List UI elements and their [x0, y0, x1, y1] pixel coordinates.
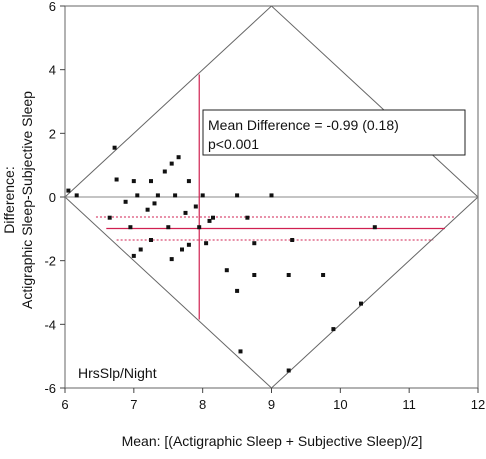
x-tick-label: 6 [61, 397, 68, 412]
axes: 6 7 8 9 10 11 12 -6 -4 -2 0 2 4 6 [44, 0, 485, 412]
y-tick-label: -6 [44, 381, 56, 396]
x-tick-label: 7 [130, 397, 137, 412]
data-points [66, 145, 377, 373]
y-tick-label: 4 [49, 63, 56, 78]
data-point [66, 188, 71, 193]
y-tick-label: -2 [44, 254, 56, 269]
data-point [74, 193, 79, 198]
data-point [166, 225, 171, 230]
x-tick-label: 9 [268, 397, 275, 412]
data-point [286, 368, 291, 373]
x-tick-label: 8 [199, 397, 206, 412]
data-point [152, 201, 157, 206]
data-point [128, 225, 133, 230]
data-point [245, 215, 250, 220]
data-point [169, 257, 174, 262]
corner-label: HrsSlp/Night [78, 365, 157, 381]
annotation-mean-difference: Mean Difference = -0.99 (0.18) [208, 117, 399, 133]
data-point [204, 241, 209, 246]
annotation-frame [202, 109, 466, 156]
data-point [180, 247, 184, 252]
data-point [112, 145, 117, 150]
data-point [238, 349, 243, 354]
data-point [321, 273, 326, 277]
y-tick-label: 6 [49, 0, 56, 14]
data-point [173, 193, 178, 198]
y-tick-label: -4 [44, 317, 56, 332]
data-point [176, 155, 181, 160]
data-point [290, 238, 295, 242]
data-point [169, 161, 174, 166]
data-point [224, 268, 229, 273]
data-point [359, 301, 363, 306]
data-point [123, 199, 128, 204]
data-point [131, 179, 136, 184]
data-point [114, 177, 119, 182]
data-point [149, 238, 153, 242]
data-point [107, 215, 112, 220]
data-point [155, 193, 160, 198]
data-point [207, 218, 212, 223]
y-axis-title-line1: Difference: [1, 166, 17, 233]
data-point [372, 225, 377, 230]
data-point [286, 273, 291, 277]
data-point [211, 215, 215, 220]
data-point [186, 179, 191, 184]
data-point [252, 241, 257, 246]
reference-lines [65, 74, 478, 320]
data-point [135, 193, 140, 198]
data-point [197, 225, 202, 230]
annotation-p-value: p<0.001 [208, 136, 259, 152]
data-point [145, 207, 150, 212]
data-point [162, 169, 167, 174]
data-point [138, 247, 143, 252]
x-axis-title: Mean: [(Actigraphic Sleep + Subjective S… [122, 433, 423, 449]
data-point [131, 253, 136, 258]
data-point [235, 193, 240, 198]
data-point [149, 179, 153, 184]
y-tick-label: 0 [49, 190, 56, 205]
data-point [193, 204, 198, 209]
y-axis-title-line2: Actigraphic Sleep-Subjective Sleep [19, 91, 35, 309]
data-point [269, 193, 274, 198]
data-point [235, 288, 240, 293]
data-point [183, 210, 188, 215]
data-point [186, 242, 191, 247]
y-tick-label: 2 [49, 126, 56, 141]
x-tick-label: 11 [402, 397, 416, 412]
annotation-box: Mean Difference = -0.99 (0.18) p<0.001 [202, 109, 466, 156]
data-point [252, 273, 257, 277]
x-tick-label: 10 [333, 397, 347, 412]
data-point [331, 327, 336, 332]
data-point [200, 193, 205, 198]
x-tick-label: 12 [471, 397, 485, 412]
